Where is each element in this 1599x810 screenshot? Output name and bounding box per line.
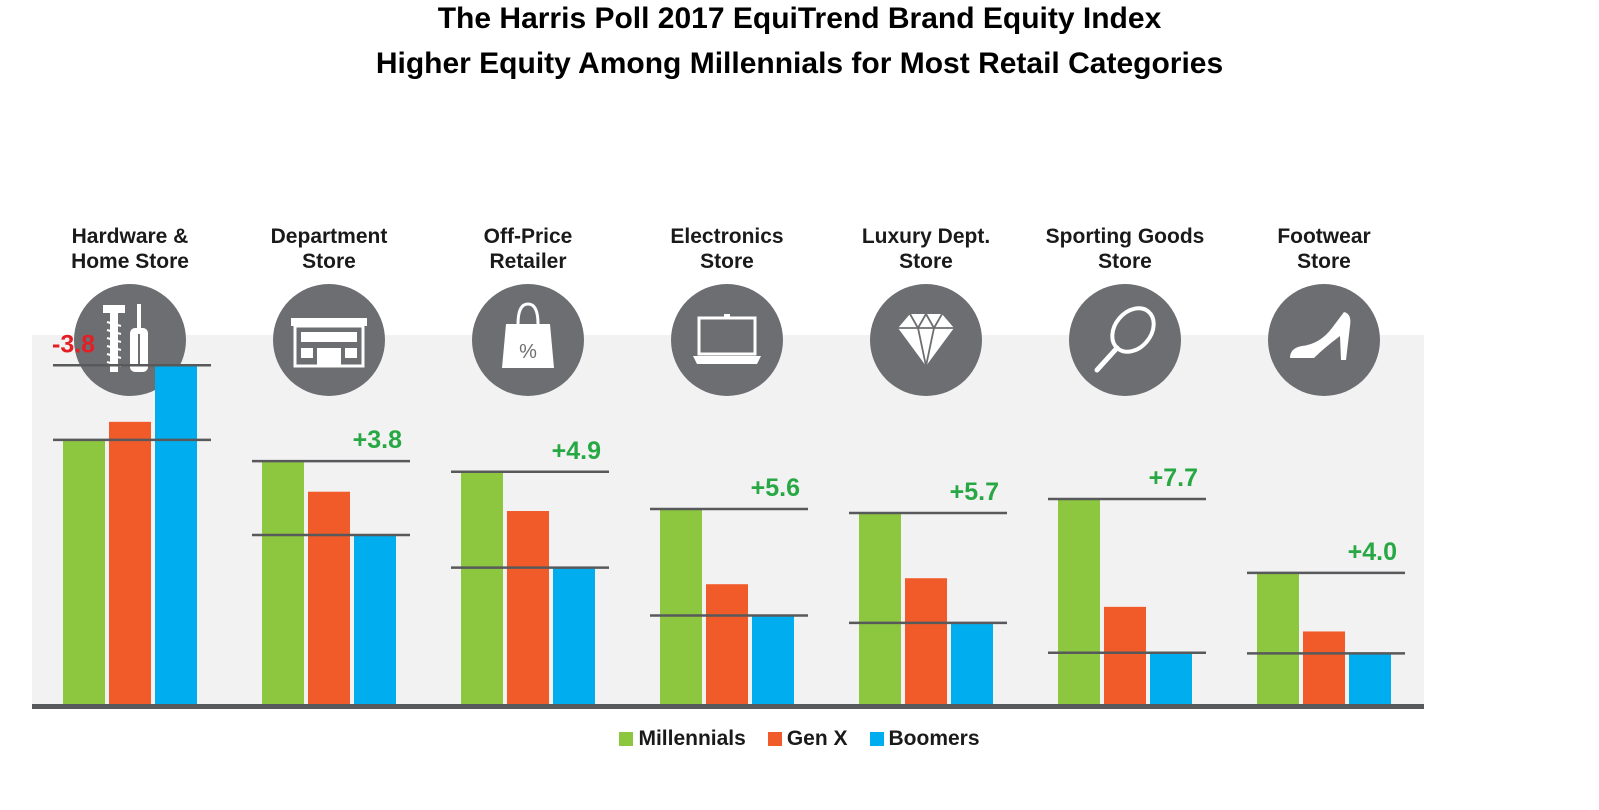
bar-gen-x-luxury-dept-store	[905, 578, 947, 704]
x-axis-baseline	[32, 704, 1424, 709]
bar-gen-x-hardware-home-store	[109, 421, 151, 704]
legend-item-boomers: Boomers	[869, 727, 980, 751]
laptop-icon	[671, 284, 783, 396]
difference-label-hardware-home-store: -3.8	[52, 330, 95, 358]
storefront-icon	[273, 284, 385, 396]
bar-millennials-luxury-dept-store	[859, 513, 901, 704]
bar-millennials-sporting-goods-store	[1058, 499, 1100, 704]
bar-gen-x-department-store	[308, 491, 350, 704]
category-label-luxury-dept-store: Luxury Dept. Store	[862, 225, 990, 273]
shopping-bag-percent-icon: %	[472, 284, 584, 396]
bar-gen-x-electronics-store	[706, 584, 748, 704]
bar-boomers-hardware-home-store	[155, 365, 197, 704]
bar-boomers-electronics-store	[752, 615, 794, 704]
category-label-footwear-store: Footwear Store	[1277, 225, 1370, 273]
legend-swatch-gen-x	[767, 732, 782, 746]
bar-boomers-off-price-retailer	[553, 567, 595, 704]
tennis-racket-icon	[1069, 284, 1181, 396]
bar-gen-x-footwear-store	[1303, 631, 1345, 704]
difference-label-sporting-goods-store: +7.7	[1149, 464, 1198, 492]
legend-swatch-boomers	[869, 732, 884, 746]
bar-millennials-department-store	[262, 461, 304, 704]
difference-label-luxury-dept-store: +5.7	[950, 478, 999, 506]
difference-label-footwear-store: +4.0	[1348, 538, 1397, 566]
category-label-department-store: Department Store	[271, 225, 388, 273]
legend-label-boomers: Boomers	[888, 727, 980, 750]
chart-title: The Harris Poll 2017 EquiTrend Brand Equ…	[437, 2, 1162, 35]
legend-label-millennials: Millennials	[638, 727, 746, 750]
category-label-electronics-store: Electronics Store	[670, 225, 783, 273]
difference-label-electronics-store: +5.6	[751, 474, 800, 502]
category-label-sporting-goods-store: Sporting Goods Store	[1046, 225, 1205, 273]
category-label-hardware-home-store: Hardware & Home Store	[71, 225, 189, 273]
svg-text:%: %	[519, 341, 537, 363]
bar-millennials-footwear-store	[1257, 572, 1299, 704]
chart-legend: Millennials Gen X Boomers	[0, 727, 1599, 751]
high-heel-icon	[1268, 284, 1380, 396]
chart-plot: Hardware & Home Store -3.8 Department Store +…	[32, 225, 1424, 709]
difference-label-department-store: +3.8	[353, 426, 402, 454]
bar-millennials-electronics-store	[660, 509, 702, 704]
bar-gen-x-sporting-goods-store	[1104, 606, 1146, 704]
chart-subtitle: Higher Equity Among Millennials for Most…	[375, 47, 1224, 80]
legend-item-millennials: Millennials	[619, 727, 746, 751]
legend-item-gen-x: Gen X	[767, 727, 848, 751]
category-label-off-price-retailer: Off-Price Retailer	[484, 225, 573, 273]
bar-gen-x-off-price-retailer	[507, 511, 549, 704]
bar-millennials-off-price-retailer	[461, 471, 503, 704]
bar-millennials-hardware-home-store	[63, 439, 105, 704]
bar-boomers-sporting-goods-store	[1150, 652, 1192, 704]
legend-swatch-millennials	[619, 732, 634, 746]
bar-boomers-department-store	[354, 534, 396, 704]
bar-boomers-footwear-store	[1349, 653, 1391, 704]
bar-boomers-luxury-dept-store	[951, 622, 993, 704]
legend-label-gen-x: Gen X	[786, 727, 848, 750]
diamond-icon	[870, 284, 982, 396]
difference-label-off-price-retailer: +4.9	[552, 437, 601, 465]
